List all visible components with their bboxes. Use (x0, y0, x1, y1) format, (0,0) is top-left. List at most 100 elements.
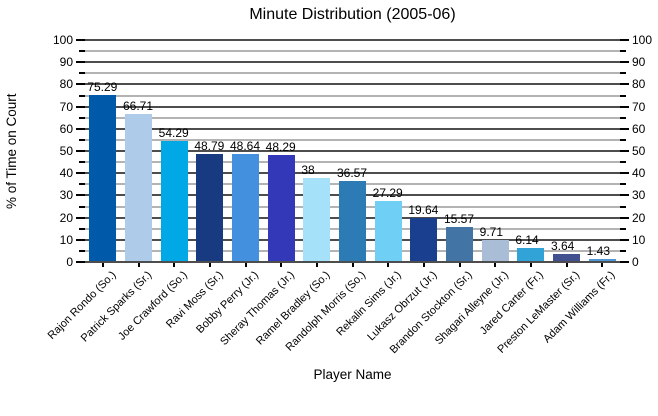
y-minor-tick-right (620, 117, 626, 119)
y-minor-tick-left (79, 50, 85, 52)
bar (446, 227, 473, 262)
minor-gridline (85, 50, 620, 52)
y-minor-tick-right (620, 50, 626, 52)
y-major-tick-right (620, 39, 629, 41)
y-major-tick-right (620, 194, 629, 196)
bar (89, 94, 117, 262)
y-minor-tick-right (620, 161, 626, 163)
y-minor-tick-left (79, 139, 85, 141)
bar-value-label: 54.29 (158, 126, 189, 141)
minor-gridline (85, 139, 620, 141)
x-tick (101, 263, 104, 267)
y-minor-tick-left (79, 161, 85, 163)
y-major-tick-left (76, 83, 85, 85)
y-major-tick-right (620, 217, 629, 219)
y-axis-label: % of Time on Court (4, 93, 19, 209)
x-tick (458, 263, 461, 267)
y-tick-label-left: 90 (59, 55, 73, 69)
y-minor-tick-left (79, 72, 85, 74)
y-major-tick-left (76, 261, 85, 263)
x-axis-label: Player Name (313, 367, 392, 382)
x-tick (565, 263, 568, 267)
minor-gridline (85, 117, 620, 119)
y-tick-label-right: 0 (632, 255, 639, 269)
x-category-label: Adam Williams (Fr.) (541, 269, 618, 346)
y-minor-tick-left (79, 183, 85, 185)
y-major-tick-left (76, 172, 85, 174)
minor-gridline (85, 72, 620, 74)
x-tick (387, 263, 390, 267)
x-tick (173, 263, 176, 267)
x-tick (137, 263, 140, 267)
y-major-tick-left (76, 61, 85, 63)
bar (303, 177, 331, 262)
x-tick (529, 263, 532, 267)
bar (517, 248, 545, 262)
bar (339, 180, 366, 262)
y-major-tick-left (76, 194, 85, 196)
bar-value-label: 1.43 (586, 243, 611, 258)
y-major-tick-right (620, 128, 629, 130)
bar-value-label: 19.64 (408, 203, 439, 218)
y-minor-tick-right (620, 183, 626, 185)
y-major-tick-right (620, 61, 629, 63)
bar (374, 201, 402, 262)
bar (267, 154, 295, 262)
major-gridline (85, 106, 620, 108)
bar-value-label: 9.71 (479, 225, 504, 240)
y-tick-label-left: 80 (59, 77, 73, 91)
y-major-tick-right (620, 83, 629, 85)
y-minor-tick-right (620, 95, 626, 97)
y-major-tick-left (76, 39, 85, 41)
minor-gridline (85, 161, 620, 163)
x-tick (494, 263, 497, 267)
bar-value-label: 48.64 (230, 139, 261, 154)
y-tick-label-left: 50 (59, 144, 73, 158)
y-major-tick-right (620, 106, 629, 108)
bar (232, 154, 259, 262)
y-tick-label-left: 70 (59, 100, 73, 114)
y-tick-label-left: 60 (59, 122, 73, 136)
x-tick (351, 263, 354, 267)
y-major-tick-left (76, 217, 85, 219)
y-minor-tick-right (620, 139, 626, 141)
y-tick-label-right: 70 (632, 100, 646, 114)
y-tick-label-right: 40 (632, 166, 646, 180)
x-category-label: Bobby Perry (Jr.) (194, 269, 261, 336)
bar (410, 218, 438, 262)
major-gridline (85, 172, 620, 174)
bar-value-label: 27.29 (372, 186, 403, 201)
x-tick (208, 263, 211, 267)
y-minor-tick-left (79, 228, 85, 230)
x-tick (244, 263, 247, 267)
y-tick-label-right: 10 (632, 233, 646, 247)
bar-value-label: 75.29 (87, 79, 118, 94)
y-minor-tick-right (620, 228, 626, 230)
y-major-tick-right (620, 172, 629, 174)
bar-value-label: 66.71 (123, 98, 154, 113)
bar (481, 240, 509, 262)
major-gridline (85, 150, 620, 152)
x-category-label: Jared Carter (Fr.) (478, 269, 547, 338)
bar-value-label: 48.29 (265, 139, 296, 154)
x-tick (315, 263, 318, 267)
y-minor-tick-right (620, 250, 626, 252)
y-minor-tick-right (620, 206, 626, 208)
y-tick-label-right: 80 (632, 77, 646, 91)
x-tick (422, 263, 425, 267)
y-tick-label-left: 100 (52, 33, 73, 47)
bar (553, 253, 580, 262)
bar (196, 153, 224, 262)
major-gridline (85, 61, 620, 63)
bar (588, 258, 616, 262)
y-tick-label-left: 10 (59, 233, 73, 247)
y-tick-label-right: 20 (632, 211, 646, 225)
y-tick-label-right: 30 (632, 188, 646, 202)
bar-value-label: 38 (301, 162, 315, 177)
y-minor-tick-left (79, 117, 85, 119)
y-tick-label-right: 100 (632, 33, 653, 47)
y-minor-tick-left (79, 95, 85, 97)
bar-value-label: 6.14 (515, 233, 539, 248)
y-major-tick-left (76, 106, 85, 108)
y-minor-tick-left (79, 206, 85, 208)
